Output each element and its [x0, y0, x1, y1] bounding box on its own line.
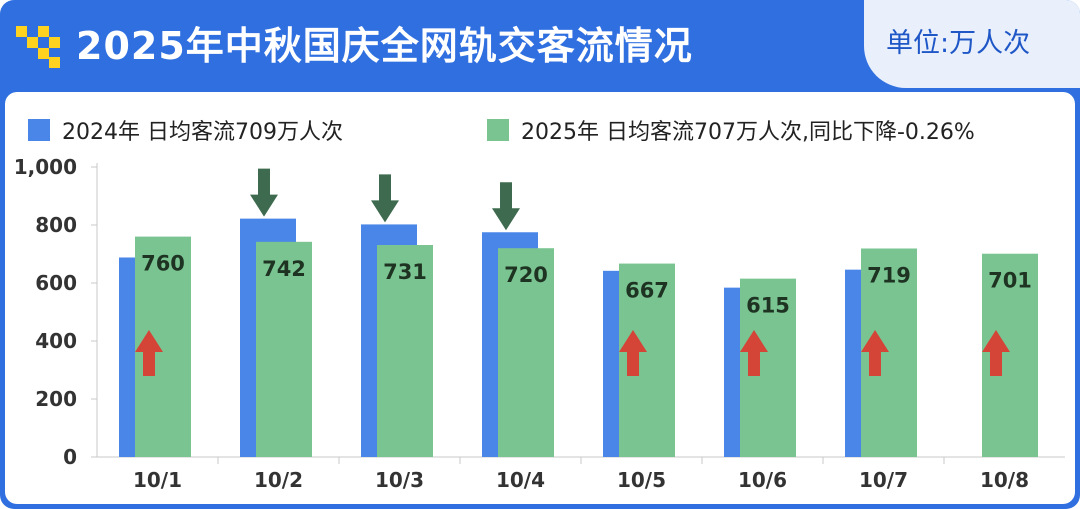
legend-swatch-2024 — [28, 119, 50, 141]
y-tick-label: 400 — [35, 329, 77, 353]
y-tick-label: 200 — [35, 387, 77, 411]
data-label: 742 — [262, 257, 306, 281]
chart-title: 2025年中秋国庆全网轨交客流情况 — [76, 24, 693, 68]
legend-item-2025: 2025年 日均客流707万人次,同比下降-0.26% — [487, 114, 975, 146]
bar-2025 — [498, 248, 554, 457]
data-label: 760 — [141, 252, 185, 276]
x-tick-label: 10/3 — [375, 468, 424, 492]
y-tick-label: 1,000 — [14, 155, 77, 179]
data-label: 701 — [988, 269, 1032, 293]
data-label: 719 — [867, 263, 911, 287]
up-arrow-icon — [740, 330, 768, 376]
x-tick-label: 10/7 — [859, 468, 908, 492]
bar-2025 — [377, 245, 433, 457]
x-tick-label: 10/4 — [496, 468, 545, 492]
header: 2025年中秋国庆全网轨交客流情况 单位:万人次 — [0, 0, 1080, 92]
down-arrow-icon — [371, 174, 399, 223]
up-arrow-icon — [982, 330, 1010, 376]
x-tick-label: 10/8 — [980, 468, 1029, 492]
legend-item-2024: 2024年 日均客流709万人次 — [28, 114, 343, 146]
unit-label: 单位:万人次 — [886, 28, 1031, 59]
up-arrow-icon — [861, 330, 889, 376]
legend-label-2025: 2025年 日均客流707万人次,同比下降-0.26% — [521, 120, 975, 145]
down-arrow-icon — [492, 182, 520, 231]
data-label: 731 — [383, 260, 427, 284]
legend-swatch-2025 — [487, 119, 509, 141]
y-tick-label: 800 — [35, 213, 77, 237]
x-tick-label: 10/6 — [738, 468, 787, 492]
data-label: 667 — [625, 279, 669, 303]
data-label: 720 — [504, 263, 548, 287]
legend-label-2024: 2024年 日均客流709万人次 — [62, 120, 343, 145]
x-tick-label: 10/2 — [254, 468, 303, 492]
y-tick-label: 600 — [35, 271, 77, 295]
y-tick-label: 0 — [63, 445, 77, 469]
down-arrow-icon — [250, 168, 278, 217]
data-label: 615 — [746, 294, 790, 318]
x-tick-label: 10/1 — [133, 468, 182, 492]
up-arrow-icon — [135, 330, 163, 376]
x-tick-label: 10/5 — [617, 468, 666, 492]
bar-2025 — [256, 241, 312, 457]
checker-logo-icon — [16, 26, 60, 68]
unit-badge: 单位:万人次 — [864, 0, 1080, 88]
up-arrow-icon — [619, 330, 647, 376]
